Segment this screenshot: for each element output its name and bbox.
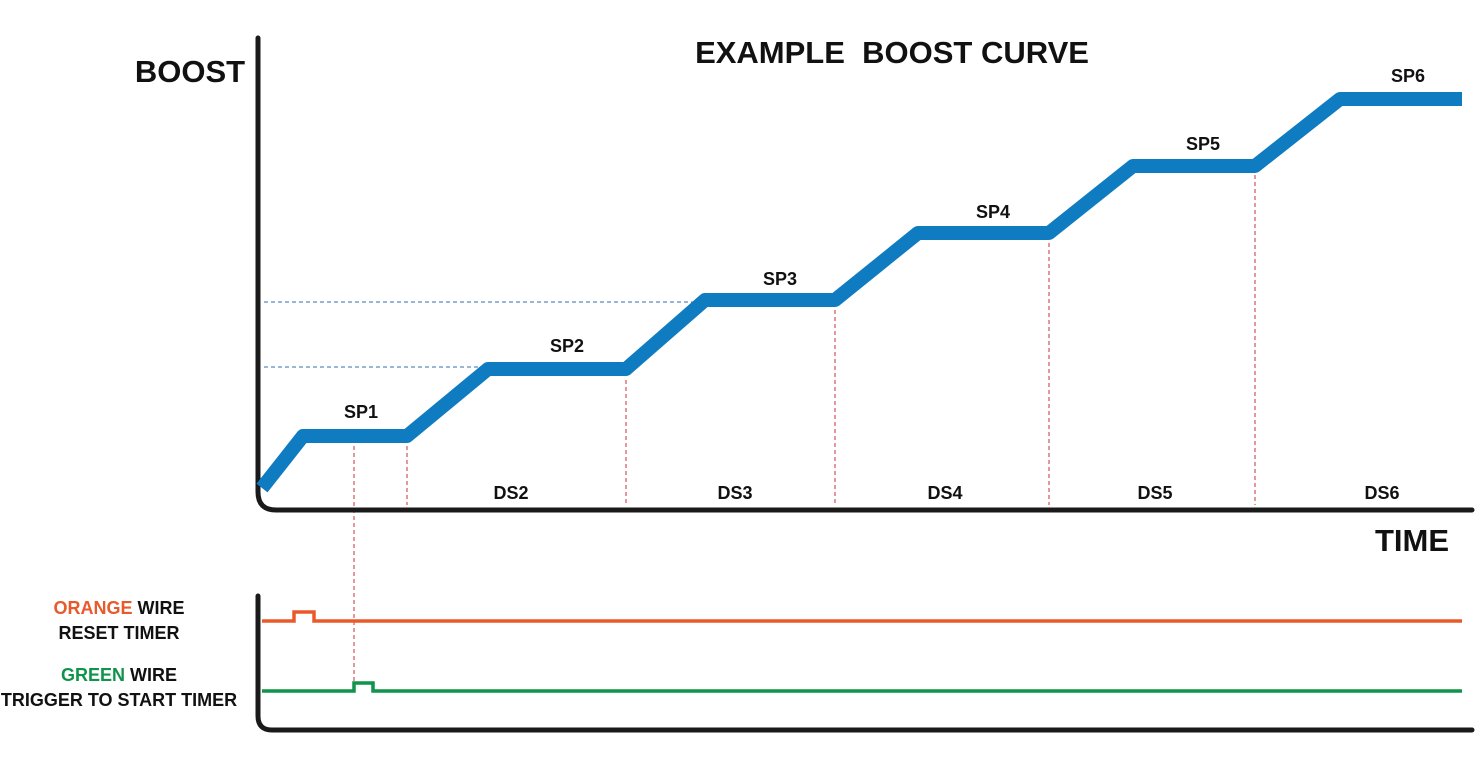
green-wire-signal (262, 681, 1462, 693)
diagram-title: EXAMPLE BOOST CURVE (695, 35, 1089, 70)
timing-axis (255, 593, 1475, 733)
setpoint-label-sp2: SP2 (550, 336, 584, 356)
green-wire-description: TRIGGER TO START TIMER (1, 690, 237, 710)
setpoint-label-sp5: SP5 (1186, 134, 1220, 154)
green-wire-color-word: GREEN (61, 665, 125, 685)
duration-guides (353, 175, 1256, 685)
duration-label-ds6: DS6 (1364, 483, 1399, 503)
orange-wire-label: ORANGE WIRE (53, 598, 184, 618)
green-wire-label: GREEN WIRE (61, 665, 177, 685)
y-axis-label: BOOST (135, 54, 245, 89)
setpoint-label-sp3: SP3 (763, 269, 797, 289)
setpoint-label-sp1: SP1 (344, 402, 378, 422)
main-axes (255, 35, 1475, 513)
duration-label-ds2: DS2 (493, 483, 528, 503)
orange-wire-color-word: ORANGE (53, 598, 132, 618)
duration-label-ds3: DS3 (717, 483, 752, 503)
duration-label-ds4: DS4 (927, 483, 962, 503)
orange-wire-word: WIRE (133, 598, 185, 618)
orange-wire-signal (262, 610, 1462, 623)
duration-label-ds5: DS5 (1137, 483, 1172, 503)
level-guides (264, 301, 705, 368)
orange-wire-description: RESET TIMER (58, 623, 179, 643)
boost-curve-line (256, 92, 1462, 493)
setpoint-label-sp6: SP6 (1391, 66, 1425, 86)
x-axis-label: TIME (1375, 523, 1449, 558)
green-wire-word: WIRE (125, 665, 177, 685)
setpoint-label-sp4: SP4 (976, 202, 1010, 222)
